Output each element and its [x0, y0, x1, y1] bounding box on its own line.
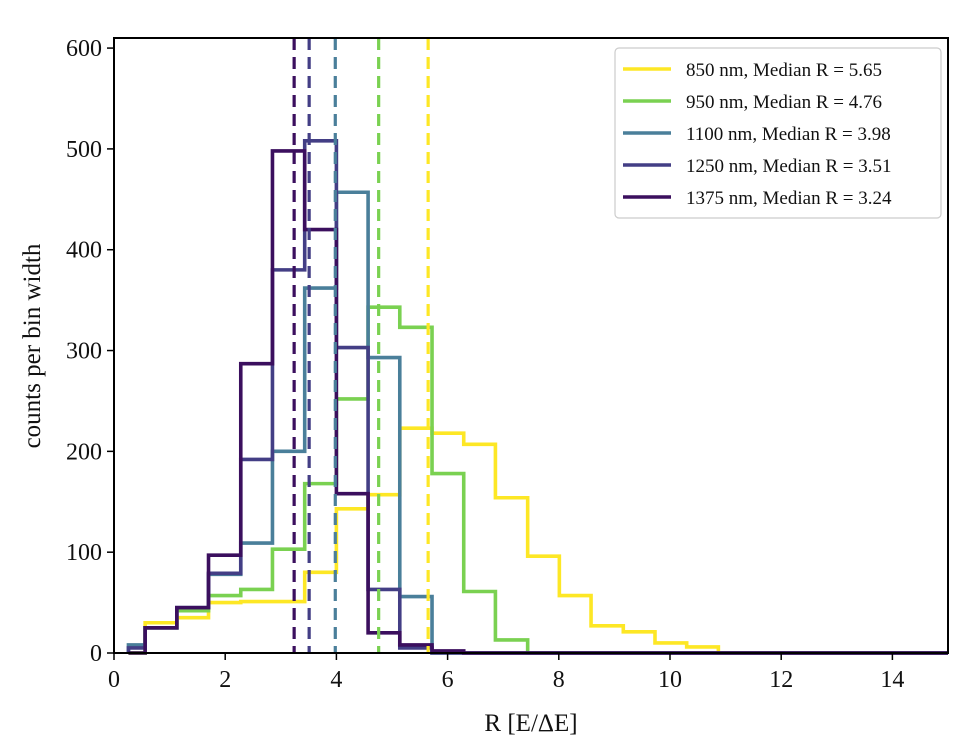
x-tick-label: 10 [658, 667, 682, 693]
x-tick-label: 8 [553, 667, 565, 693]
legend-label-2: 1100 nm, Median R = 3.98 [686, 124, 891, 145]
legend-label-4: 1375 nm, Median R = 3.24 [686, 188, 892, 209]
y-tick-label: 0 [90, 641, 102, 667]
x-axis-label: R [E/ΔE] [484, 710, 577, 737]
y-tick-label: 100 [66, 540, 102, 566]
x-tick-label: 0 [108, 667, 120, 693]
y-tick-label: 600 [66, 36, 102, 62]
y-tick-label: 400 [66, 238, 102, 264]
y-tick-label: 300 [66, 339, 102, 365]
legend-box [614, 47, 942, 219]
x-tick-label: 4 [330, 667, 342, 693]
x-tick-label: 12 [769, 667, 793, 693]
x-axis-ticks: 0 2 4 6 8 10 12 14 [108, 653, 904, 693]
legend-label-3: 1250 nm, Median R = 3.51 [686, 156, 891, 177]
median-lines-layer [292, 38, 430, 653]
y-tick-label: 200 [66, 439, 102, 465]
x-tick-label: 14 [880, 667, 904, 693]
x-tick-label: 6 [442, 667, 454, 693]
y-axis-label: counts per bin width [19, 243, 46, 448]
legend-label-0: 850 nm, Median R = 5.65 [686, 60, 882, 81]
y-tick-label: 500 [66, 137, 102, 163]
x-tick-label: 2 [219, 667, 231, 693]
legend: 850 nm, Median R = 5.65 950 nm, Median R … [614, 47, 942, 219]
legend-label-1: 950 nm, Median R = 4.76 [686, 92, 882, 113]
plot-frame [113, 37, 949, 654]
y-axis-ticks: 0 100 200 300 400 500 600 [66, 36, 114, 667]
